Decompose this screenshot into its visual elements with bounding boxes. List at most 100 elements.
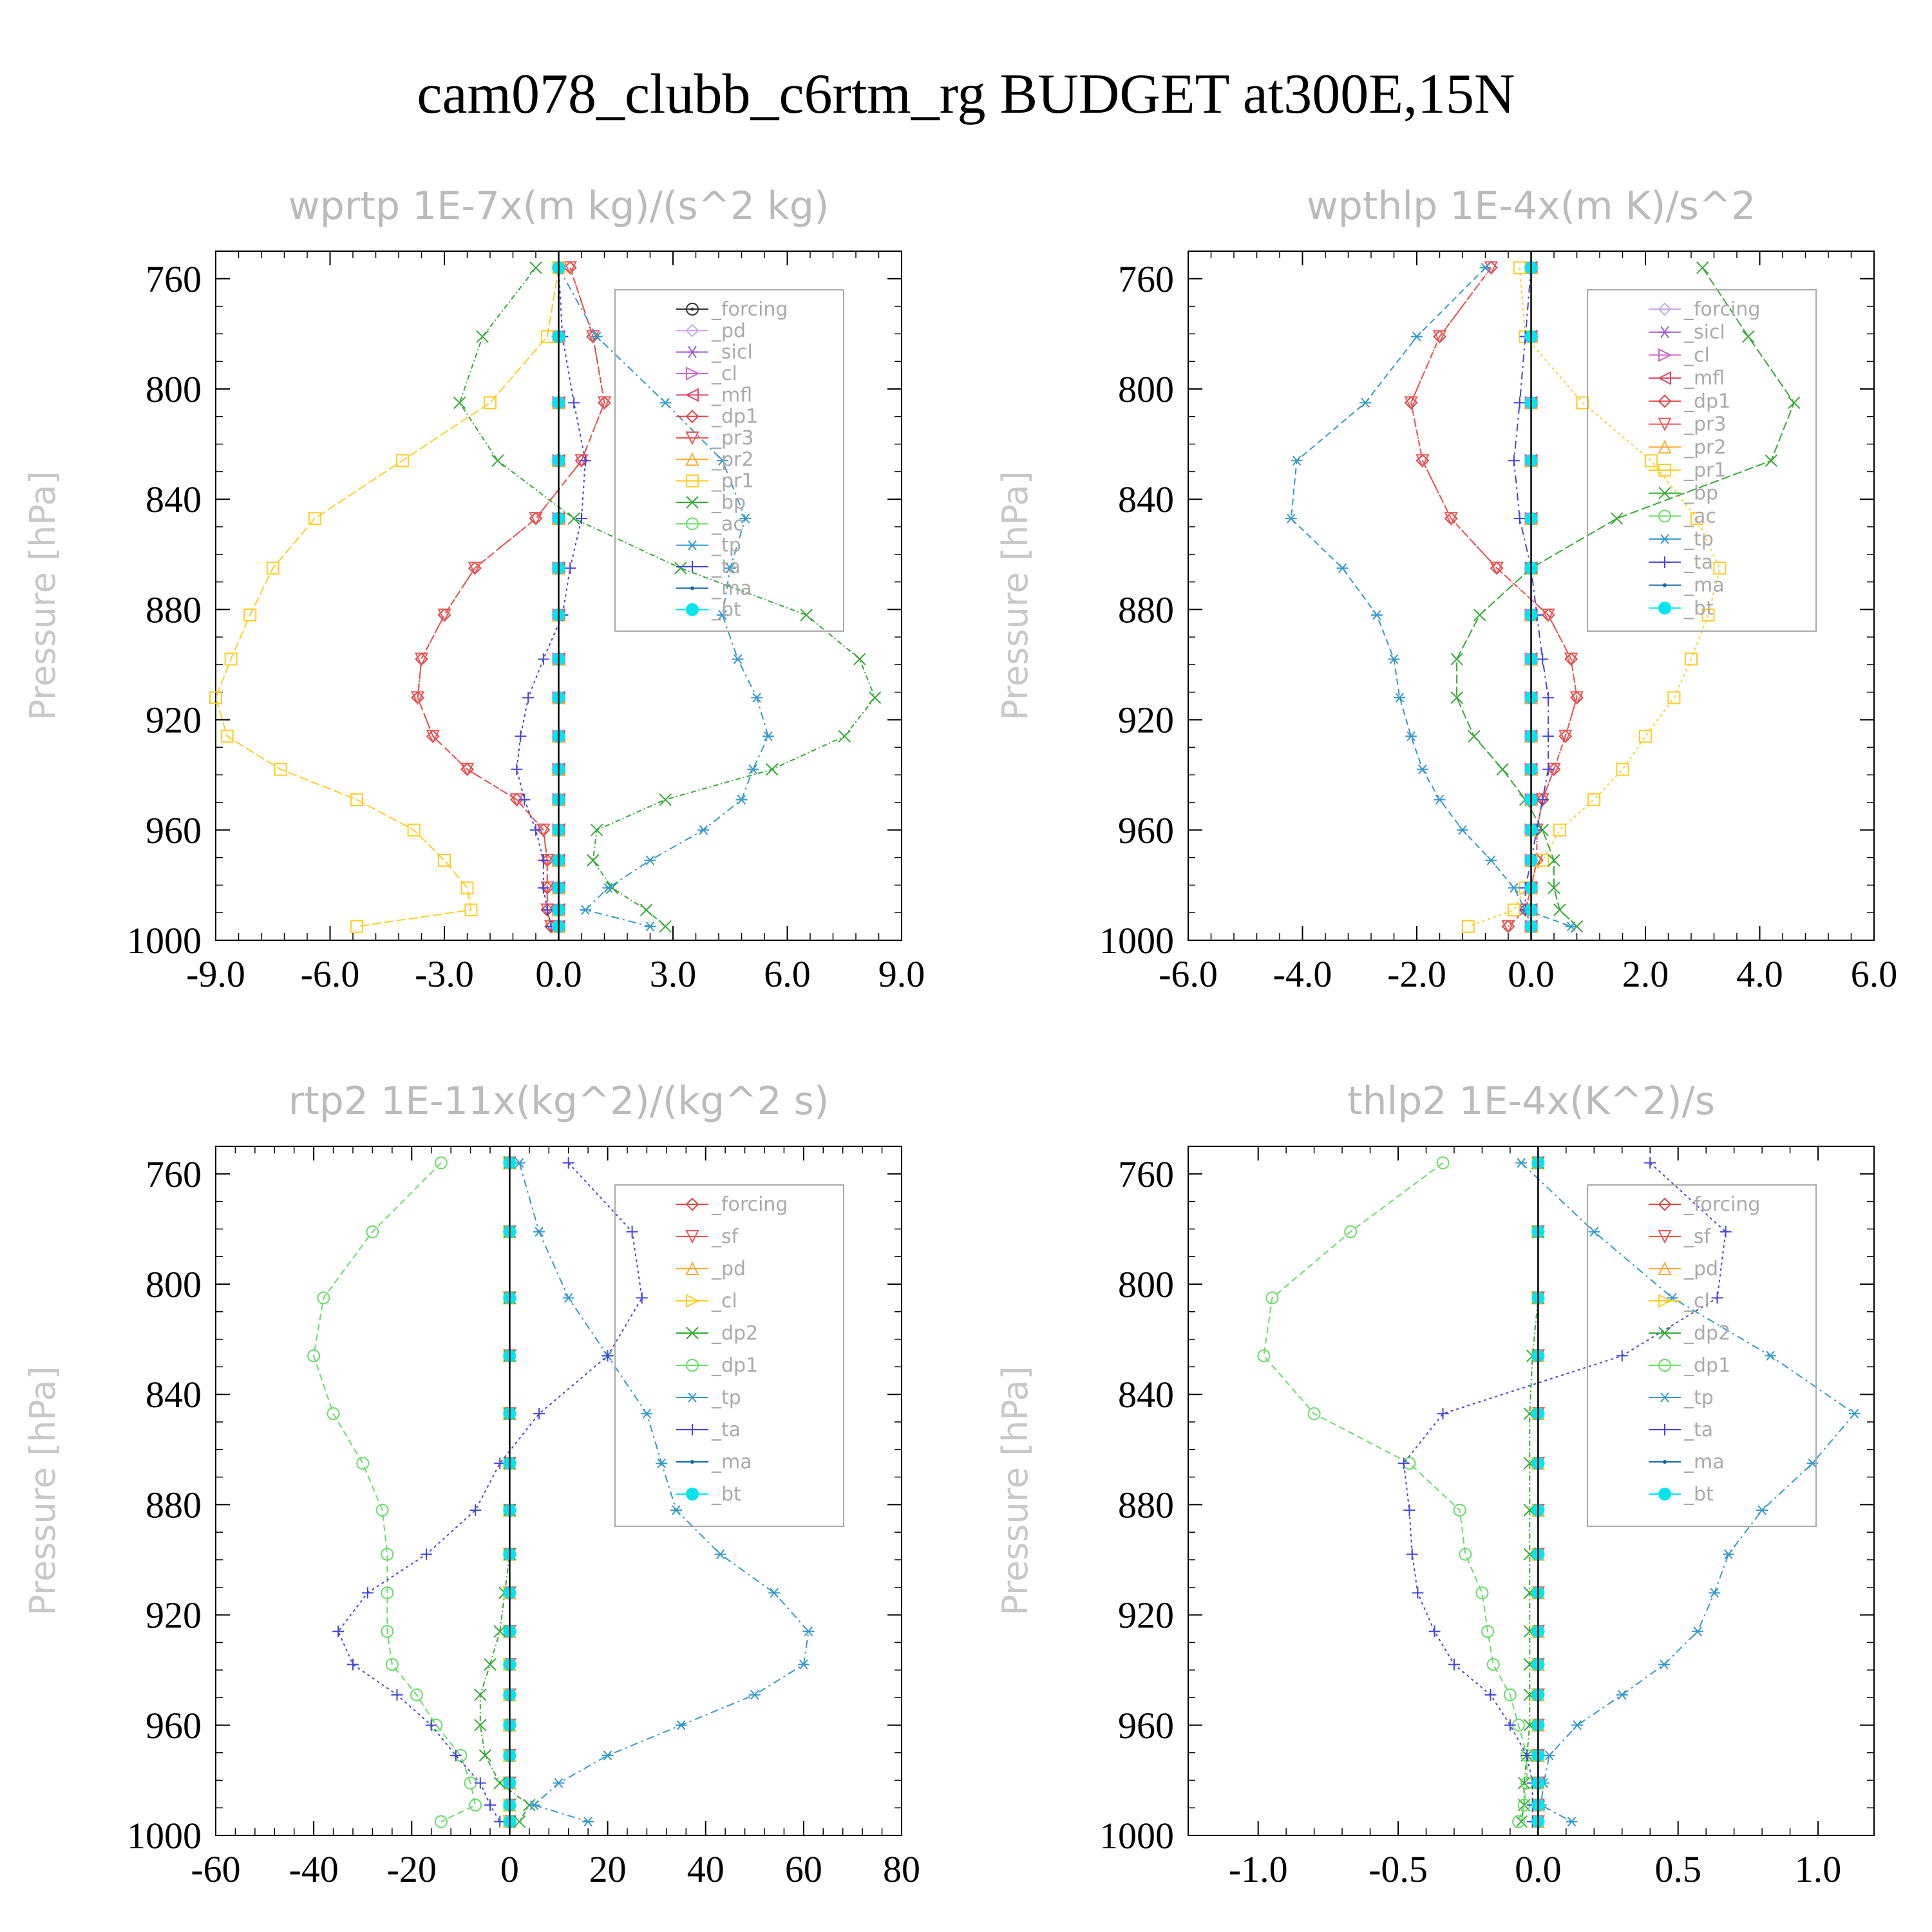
- data-point-ta: [1484, 1689, 1497, 1701]
- data-point-ta: [1542, 730, 1555, 743]
- chart-panels: wprtp 1E-7x(m kg)/(s^2 kg) Pressure [hPa]…: [23, 184, 1897, 1890]
- data-point-ta: [361, 1587, 374, 1599]
- data-point-bp: [1496, 762, 1509, 776]
- data-point-ac: [1486, 1658, 1500, 1671]
- data-point-dp2: [474, 1719, 487, 1732]
- y-tick-label: 880: [146, 1484, 202, 1526]
- data-point-bp: [1450, 691, 1463, 705]
- legend-marker: [1658, 487, 1671, 500]
- data-point-pr1: [1667, 691, 1681, 705]
- data-point-pr1: [274, 762, 287, 776]
- data-point-bp: [1742, 330, 1755, 343]
- series-line-ac: [1263, 1162, 1528, 1822]
- y-tick-label: 1000: [1099, 1815, 1174, 1857]
- legend-label: _pr1: [711, 470, 753, 493]
- legend-marker: [685, 410, 699, 424]
- x-tick-label: -60: [191, 1848, 240, 1890]
- legend-marker: [1657, 371, 1671, 385]
- legend-marker: [686, 517, 699, 531]
- series-line-pr3: [1410, 267, 1578, 927]
- data-point-tp: [716, 455, 728, 466]
- legend-marker: [1658, 601, 1671, 615]
- data-point-tp: [1709, 1587, 1721, 1598]
- legend-label: _pr3: [711, 427, 753, 450]
- data-point-ac: [1503, 1688, 1517, 1701]
- legend-label: _dp1: [711, 406, 758, 428]
- data-point-tp: [748, 1690, 761, 1700]
- data-point-pr3: [1569, 691, 1584, 705]
- data-point-pr3: [1404, 396, 1418, 410]
- data-point-tp: [1457, 825, 1468, 835]
- data-point-bp: [567, 512, 580, 525]
- data-point-bp: [1473, 609, 1486, 621]
- y-tick-label: 760: [1118, 1153, 1174, 1195]
- x-tick-label: -6.0: [301, 953, 360, 995]
- data-point-ac: [469, 1798, 482, 1812]
- legend-marker: [1658, 417, 1672, 431]
- x-tick-label: -0.5: [1368, 1848, 1428, 1890]
- x-tick-label: -40: [289, 1848, 338, 1890]
- data-point-pr1: [1616, 762, 1629, 776]
- data-point-pr1: [1587, 793, 1601, 806]
- legend-marker: [686, 303, 699, 316]
- legend-marker: [1658, 440, 1672, 454]
- y-tick-label: 1000: [127, 920, 202, 961]
- legend-marker: [685, 1197, 699, 1211]
- data-point-dp2: [493, 1625, 506, 1638]
- legend-marker: [1658, 394, 1672, 408]
- data-point-bp: [529, 261, 542, 274]
- data-point-tp: [1416, 764, 1428, 775]
- legend: _forcing_pd_sicl_cl_mfl_dp1_pr3_pr2_pr1_…: [614, 289, 844, 632]
- data-point-ta: [1542, 692, 1555, 704]
- data-point-pr1: [224, 652, 238, 666]
- series-group: [1257, 1155, 1861, 1829]
- series-group: [209, 260, 882, 934]
- data-point-tp: [1616, 1690, 1628, 1700]
- data-point-bp: [1548, 881, 1560, 895]
- x-tick-label: -4.0: [1273, 953, 1332, 995]
- data-point-ac: [1307, 1407, 1321, 1421]
- x-tick-label: 4.0: [1736, 953, 1783, 995]
- data-point-bp: [587, 854, 600, 867]
- data-point-ac: [1436, 1156, 1450, 1170]
- x-tick-label: -9.0: [186, 953, 245, 995]
- legend-marker: [687, 1392, 698, 1403]
- series-line-dp1: [1410, 267, 1578, 927]
- legend-label: _ta: [711, 556, 741, 578]
- legend-label: _pd: [711, 1258, 746, 1280]
- data-point-ta: [1520, 1749, 1533, 1761]
- legend-label: _dp2: [711, 1322, 758, 1345]
- data-point-tp: [582, 1816, 594, 1827]
- x-tick-label: 6.0: [764, 953, 811, 995]
- data-point-tp: [714, 1549, 726, 1560]
- legend-label: _cl: [1683, 1290, 1710, 1312]
- data-point-ta: [332, 1625, 345, 1638]
- data-point-pr1: [1713, 562, 1727, 575]
- y-tick-label: 880: [146, 589, 202, 630]
- legend-marker: [686, 1359, 699, 1372]
- legend-label: _pd: [711, 319, 746, 342]
- legend-marker: [1663, 1460, 1667, 1464]
- data-point-tp: [768, 1587, 781, 1598]
- data-point-bp: [659, 793, 672, 806]
- data-point-dp2: [1515, 1815, 1528, 1828]
- data-point-ta: [1542, 763, 1555, 775]
- legend-label: _ma: [1683, 574, 1725, 597]
- x-tick-label: 0.0: [1508, 953, 1555, 995]
- data-point-pr1: [407, 823, 421, 837]
- legend-marker: [685, 1230, 699, 1244]
- series-line-pr1: [1468, 267, 1721, 927]
- legend-label: _bt: [1683, 1483, 1714, 1506]
- legend-marker: [1663, 583, 1667, 587]
- legend-label: _sf: [1683, 1226, 1712, 1248]
- legend-label: _bp: [1683, 482, 1718, 505]
- data-point-ta: [579, 455, 591, 467]
- data-point-dp2: [493, 1776, 506, 1790]
- legend-marker: [1659, 1392, 1671, 1403]
- data-point-ta: [636, 1292, 648, 1304]
- x-tick-label: 80: [883, 1848, 920, 1890]
- data-point-pr3: [1564, 652, 1578, 667]
- data-point-dp2: [484, 1658, 497, 1671]
- y-tick-label: 920: [1118, 699, 1174, 741]
